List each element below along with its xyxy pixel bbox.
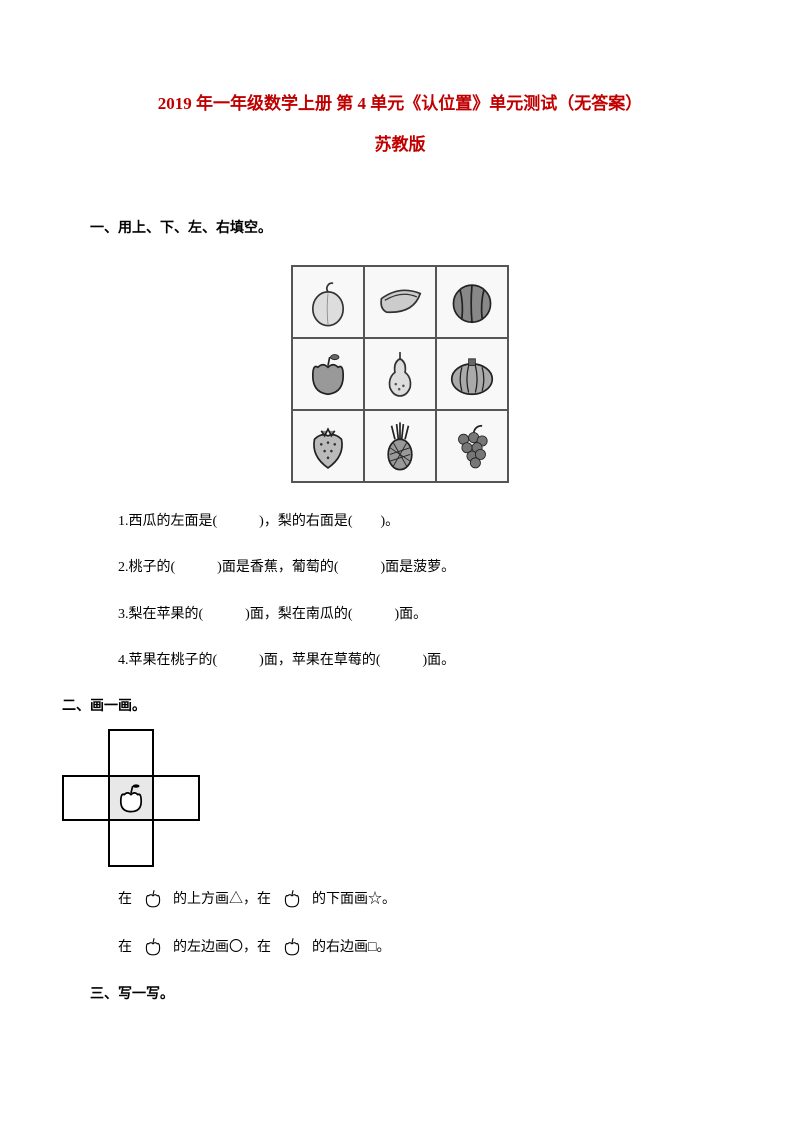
- section2-heading: 二、画一画。: [62, 696, 710, 718]
- fruit-grid: [291, 265, 509, 483]
- cross-right-cell: [154, 775, 200, 821]
- cross-left-cell: [62, 775, 108, 821]
- fruit-pumpkin: [436, 338, 508, 410]
- s2l2-a: 在: [118, 940, 132, 955]
- fruit-grapes: [436, 410, 508, 482]
- fruit-grid-container: [90, 265, 710, 483]
- apple-icon: [142, 935, 164, 957]
- apple-icon: [142, 887, 164, 909]
- fruit-strawberry: [292, 410, 364, 482]
- cross-top-cell: [108, 729, 154, 775]
- section3-heading: 三、写一写。: [90, 984, 710, 1006]
- cross-figure: [62, 729, 710, 867]
- question-2: 2.桃子的( )面是香蕉，葡萄的( )面是菠萝。: [118, 557, 710, 579]
- fruit-pineapple: [364, 410, 436, 482]
- s2l1-a: 在: [118, 892, 132, 907]
- fruit-watermelon: [436, 266, 508, 338]
- s2l1-b: 的上方画△，在: [173, 892, 271, 907]
- section2-line2: 在 的左边画〇，在 的右边画□。: [118, 935, 710, 959]
- question-1: 1.西瓜的左面是( )，梨的右面是( )。: [118, 511, 710, 533]
- s2l2-b: 的左边画〇，在: [173, 940, 271, 955]
- fruit-apple: [292, 338, 364, 410]
- section2-line1: 在 的上方画△，在 的下面画☆。: [118, 887, 710, 911]
- fruit-pear: [364, 338, 436, 410]
- cross-center-cell: [108, 775, 154, 821]
- fruit-banana: [364, 266, 436, 338]
- question-3: 3.梨在苹果的( )面，梨在南瓜的( )面。: [118, 604, 710, 626]
- fruit-peach: [292, 266, 364, 338]
- apple-icon: [281, 887, 303, 909]
- question-4: 4.苹果在桃子的( )面，苹果在草莓的( )面。: [118, 650, 710, 672]
- page-title: 2019 年一年级数学上册 第 4 单元《认位置》单元测试（无答案）: [90, 90, 710, 117]
- page-subtitle: 苏教版: [90, 131, 710, 158]
- apple-icon: [281, 935, 303, 957]
- section1-heading: 一、用上、下、左、右填空。: [90, 218, 710, 240]
- cross-bottom-cell: [108, 821, 154, 867]
- s2l2-c: 的右边画□。: [312, 940, 390, 955]
- s2l1-c: 的下面画☆。: [312, 892, 396, 907]
